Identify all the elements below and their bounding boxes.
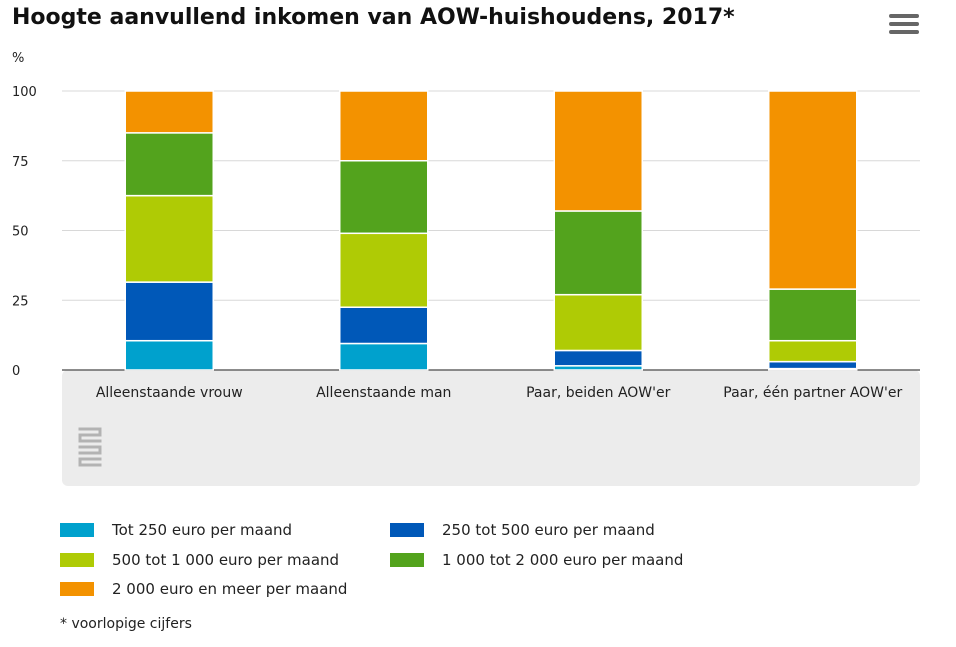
bar-segment[interactable] xyxy=(553,210,643,296)
category-axis-panel xyxy=(62,370,920,486)
bar-segment[interactable] xyxy=(124,90,214,134)
y-unit-label: % xyxy=(12,51,24,66)
bar-segment[interactable] xyxy=(553,349,643,367)
bar-segment[interactable] xyxy=(339,90,429,162)
legend-swatch xyxy=(60,582,94,596)
bar-segment[interactable] xyxy=(124,281,214,342)
bar-segment[interactable] xyxy=(339,232,429,308)
legend-label: 2 000 euro en meer per maand xyxy=(112,580,348,598)
x-tick-label: Paar, één partner AOW'er xyxy=(723,385,902,401)
bar-segment[interactable] xyxy=(124,132,214,197)
bar-segment[interactable] xyxy=(124,194,214,283)
x-tick-label: Alleenstaande man xyxy=(316,385,451,401)
bar-segment[interactable] xyxy=(553,90,643,212)
bar-segment[interactable] xyxy=(339,306,429,345)
y-tick-label: 25 xyxy=(12,294,29,309)
y-tick-label: 0 xyxy=(12,364,20,379)
bars xyxy=(124,90,858,371)
y-tick-label: 50 xyxy=(12,225,29,240)
x-tick-label: Alleenstaande vrouw xyxy=(96,385,243,401)
legend-item[interactable]: 500 tot 1 000 euro per maand xyxy=(60,551,339,569)
legend-swatch xyxy=(60,553,94,567)
chart-title: Hoogte aanvullend inkomen van AOW-huisho… xyxy=(12,5,735,30)
hamburger-menu-icon[interactable] xyxy=(889,14,919,38)
legend-label: 500 tot 1 000 euro per maand xyxy=(112,551,340,569)
bar-segment[interactable] xyxy=(768,288,858,342)
bar-segment[interactable] xyxy=(339,342,429,371)
legend-label: 1 000 tot 2 000 euro per maand xyxy=(442,551,684,569)
legend-label: 250 tot 500 euro per maand xyxy=(442,521,655,539)
x-tick-label: Paar, beiden AOW'er xyxy=(526,385,670,401)
bar-segment[interactable] xyxy=(553,293,643,352)
legend-item[interactable]: Tot 250 euro per maand xyxy=(60,521,292,539)
footnote: * voorlopige cijfers xyxy=(60,616,192,632)
y-tick-label: 100 xyxy=(12,85,37,100)
legend-item[interactable]: 2 000 euro en meer per maand xyxy=(60,580,347,598)
legend-label: Tot 250 euro per maand xyxy=(112,521,293,539)
legend-swatch xyxy=(390,523,424,537)
y-tick-label: 75 xyxy=(12,155,29,170)
y-tick-labels: 0 25 50 75 100 xyxy=(12,85,37,379)
legend-swatch xyxy=(60,523,94,537)
bar-segment[interactable] xyxy=(768,360,858,370)
bar-segment[interactable] xyxy=(768,339,858,363)
legend-item[interactable]: 1 000 tot 2 000 euro per maand xyxy=(390,551,683,569)
legend-item[interactable]: 250 tot 500 euro per maand xyxy=(390,521,655,539)
bar-segment[interactable] xyxy=(124,339,214,371)
cbs-logo xyxy=(78,427,102,467)
legend-swatch xyxy=(390,553,424,567)
bar-segment[interactable] xyxy=(768,90,858,290)
x-tick-labels: Alleenstaande vrouw Alleenstaande man Paar… xyxy=(96,385,903,401)
bar-segment[interactable] xyxy=(339,160,429,235)
